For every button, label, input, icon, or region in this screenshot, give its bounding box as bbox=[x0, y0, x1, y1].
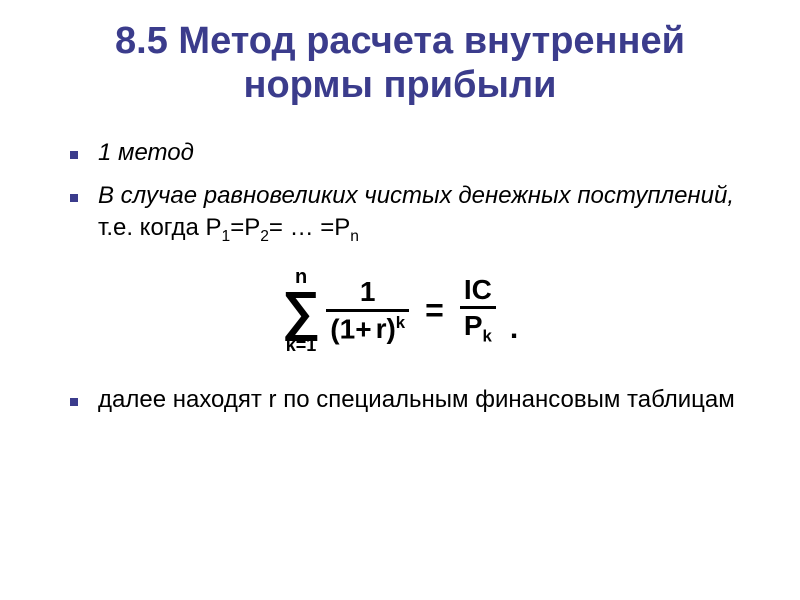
den-r: r) bbox=[376, 313, 396, 344]
den-plus: + bbox=[355, 313, 371, 344]
subscript: 1 bbox=[222, 228, 231, 245]
eq-chain: =P bbox=[230, 214, 260, 241]
list-item: В случае равновеликих чистых денежных по… bbox=[70, 180, 750, 247]
formula: n ∑ k=1 1 (1+r)k = IC Pk . bbox=[282, 267, 518, 354]
bullet-text-tail: т.е. когда P bbox=[98, 214, 222, 241]
eq-dots: = … =P bbox=[269, 214, 350, 241]
subscript: n bbox=[350, 228, 359, 245]
bullet-text-italic: В случае равновеликих чистых денежных по… bbox=[98, 182, 734, 209]
fraction-1: 1 (1+r)k bbox=[326, 277, 409, 343]
numerator: 1 bbox=[356, 277, 380, 308]
slide: 8.5 Метод расчета внутренней нормы прибы… bbox=[0, 0, 800, 600]
sigma-block: n ∑ k=1 bbox=[282, 267, 321, 354]
bullet-list: 1 метод В случае равновеликих чистых ден… bbox=[50, 137, 750, 247]
bullet-text: далее находят r по специальным финансовы… bbox=[98, 386, 735, 413]
fraction-2: IC Pk bbox=[460, 275, 496, 346]
subscript: 2 bbox=[260, 228, 269, 245]
list-item: далее находят r по специальным финансовы… bbox=[70, 384, 750, 416]
sigma-symbol: ∑ bbox=[282, 287, 321, 336]
formula-container: n ∑ k=1 1 (1+r)k = IC Pk . bbox=[50, 267, 750, 354]
exponent: k bbox=[396, 313, 405, 332]
denominator: (1+r)k bbox=[326, 312, 409, 344]
list-item: 1 метод bbox=[70, 137, 750, 169]
den-base: P bbox=[464, 310, 483, 341]
equals-sign: = bbox=[425, 292, 444, 329]
den-sub: k bbox=[483, 327, 492, 346]
period: . bbox=[510, 312, 518, 354]
slide-title: 8.5 Метод расчета внутренней нормы прибы… bbox=[50, 20, 750, 107]
den-part: (1 bbox=[330, 313, 355, 344]
bullet-list-2: далее находят r по специальным финансовы… bbox=[50, 384, 750, 416]
bullet-text: 1 метод bbox=[98, 139, 194, 166]
numerator: IC bbox=[460, 275, 496, 306]
denominator: Pk bbox=[460, 309, 496, 345]
sigma-lower: k=1 bbox=[286, 336, 317, 354]
